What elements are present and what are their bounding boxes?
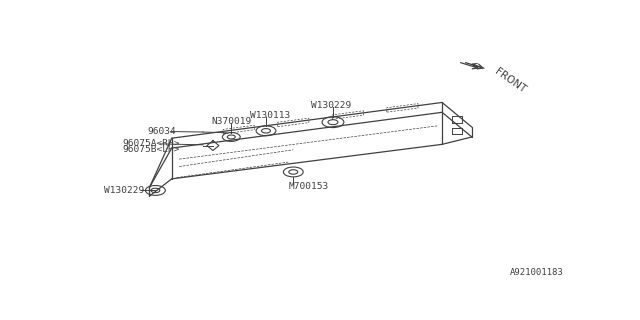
Text: 96075B<LH>: 96075B<LH> [122,145,180,154]
Text: A921001183: A921001183 [510,268,564,277]
Text: 96075A<RH>: 96075A<RH> [122,139,180,148]
Text: W130229: W130229 [310,101,351,110]
Text: 96034: 96034 [147,127,176,136]
Text: FRONT: FRONT [493,66,527,95]
Text: M700153: M700153 [288,182,328,191]
Text: W130229: W130229 [104,186,144,195]
Text: N370019: N370019 [211,117,252,126]
Text: W130113: W130113 [250,111,290,120]
